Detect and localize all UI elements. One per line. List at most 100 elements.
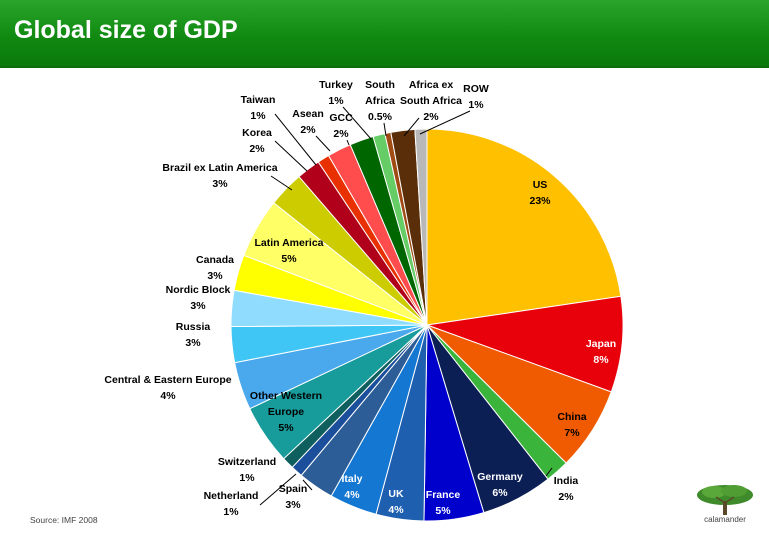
slice-label-brazil-ex-latin-america: Brazil ex Latin America 3% bbox=[162, 162, 277, 190]
slice-name-turkey: Turkey bbox=[319, 79, 353, 91]
slice-name-taiwan: Taiwan bbox=[241, 94, 276, 106]
slice-value-us: 23% bbox=[529, 195, 551, 207]
leader-lines bbox=[259, 106, 553, 506]
slice-label-switzerland: Switzerland 1% bbox=[218, 456, 276, 484]
slice-label-spain: Spain 3% bbox=[279, 483, 308, 511]
slice-label-japan: Japan 8% bbox=[586, 338, 616, 366]
slice-name-canada: Canada bbox=[196, 254, 234, 266]
slice-label-gcc: GCC 2% bbox=[329, 112, 353, 140]
calamander-logo: calamander bbox=[694, 483, 756, 528]
slice-value-taiwan: 1% bbox=[250, 110, 266, 122]
slice-value-row: 1% bbox=[468, 99, 484, 111]
slice-name-row: ROW bbox=[463, 83, 489, 95]
slice-label-russia: Russia 3% bbox=[176, 321, 211, 349]
leader-line-netherland bbox=[259, 473, 297, 506]
slice-name-korea: Korea bbox=[242, 127, 272, 139]
slice-label-taiwan: Taiwan 1% bbox=[241, 94, 276, 122]
leader-line-south-africa bbox=[383, 122, 387, 137]
slice-value-italy: 4% bbox=[344, 489, 360, 501]
slice-name-china: China bbox=[557, 411, 586, 423]
slice-name-russia: Russia bbox=[176, 321, 211, 333]
slice-value-netherland: 1% bbox=[223, 506, 239, 518]
slice-label-netherland: Netherland 1% bbox=[204, 490, 259, 518]
slice-label-south-africa: South Africa 0.5% bbox=[365, 79, 395, 123]
pie-slices bbox=[230, 128, 624, 522]
slice-label-china: China 7% bbox=[557, 411, 586, 439]
leader-line-gcc bbox=[346, 139, 350, 146]
slice-name-japan: Japan bbox=[586, 338, 616, 350]
leader-line-korea bbox=[274, 140, 308, 172]
slice-label-uk: UK 4% bbox=[388, 488, 404, 516]
slice-name-india: India bbox=[554, 475, 579, 487]
leader-line-taiwan bbox=[274, 113, 317, 166]
slice-name-nordic-block: Nordic Block bbox=[166, 284, 231, 296]
slice-label-canada: Canada 3% bbox=[196, 254, 234, 282]
slice-us bbox=[426, 128, 622, 326]
slice-value-asean: 2% bbox=[300, 124, 316, 136]
slice-name-africa-ex-south-africa: South Africa bbox=[400, 95, 462, 107]
slice-name-latin-america: Latin America bbox=[254, 237, 323, 249]
slice-value-france: 5% bbox=[435, 505, 451, 517]
slice-label-us: US 23% bbox=[529, 179, 551, 207]
slice-label-france: France 5% bbox=[426, 489, 461, 517]
slice-name-switzerland: Switzerland bbox=[218, 456, 276, 468]
slice-value-central-eastern-europe: 4% bbox=[160, 390, 176, 402]
slice-label-italy: Italy 4% bbox=[341, 473, 362, 501]
slice-value-nordic-block: 3% bbox=[190, 300, 206, 312]
slice-value-china: 7% bbox=[564, 427, 580, 439]
slice-name-other-western-europe: Europe bbox=[268, 406, 304, 418]
slice-name-south-africa: Africa bbox=[365, 95, 395, 107]
slice-name-italy: Italy bbox=[341, 473, 362, 485]
slice-label-nordic-block: Nordic Block 3% bbox=[166, 284, 231, 312]
slice-name-gcc: GCC bbox=[329, 112, 353, 124]
leader-line-india bbox=[545, 467, 553, 477]
slice-value-uk: 4% bbox=[388, 504, 404, 516]
slice-label-india: India 2% bbox=[554, 475, 579, 503]
leader-line-turkey bbox=[342, 106, 372, 140]
slice-name-netherland: Netherland bbox=[204, 490, 259, 502]
slice-value-other-western-europe: 5% bbox=[278, 422, 294, 434]
slice-value-latin-america: 5% bbox=[281, 253, 297, 265]
slice-label-africa-ex-south-africa: Africa ex South Africa 2% bbox=[400, 79, 462, 123]
slice-value-turkey: 1% bbox=[328, 95, 344, 107]
slice-label-turkey: Turkey 1% bbox=[319, 79, 353, 107]
slice-value-gcc: 2% bbox=[333, 128, 349, 140]
slice-value-korea: 2% bbox=[249, 143, 265, 155]
tree-icon bbox=[697, 485, 753, 515]
slice-value-switzerland: 1% bbox=[239, 472, 255, 484]
logo-text: calamander bbox=[704, 515, 746, 524]
slice-name-us: US bbox=[533, 179, 548, 191]
slice-value-africa-ex-south-africa: 2% bbox=[423, 111, 439, 123]
slice-value-canada: 3% bbox=[207, 270, 223, 282]
slice-name-asean: Asean bbox=[292, 108, 324, 120]
slice-label-germany: Germany 6% bbox=[477, 471, 523, 499]
source-note: Source: IMF 2008 bbox=[30, 515, 98, 525]
slice-name-central-eastern-europe: Central & Eastern Europe bbox=[104, 374, 231, 386]
slice-value-south-africa: 0.5% bbox=[368, 111, 393, 123]
leader-line-africa-ex-south-africa bbox=[403, 117, 420, 137]
slice-value-japan: 8% bbox=[593, 354, 609, 366]
slice-labels: US 23% Japan 8% China 7% India 2% Germany 6% Franc… bbox=[104, 79, 616, 518]
slice-label-asean: Asean 2% bbox=[292, 108, 324, 136]
slice-value-spain: 3% bbox=[285, 499, 301, 511]
slice-label-central-eastern-europe: Central & Eastern Europe 4% bbox=[104, 374, 231, 402]
slice-label-row: ROW 1% bbox=[463, 83, 489, 111]
slice-name-spain: Spain bbox=[279, 483, 308, 495]
leader-line-brazil-ex-latin-america bbox=[270, 175, 293, 191]
slice-label-latin-america: Latin America 5% bbox=[254, 237, 323, 265]
slice-value-brazil-ex-latin-america: 3% bbox=[212, 178, 228, 190]
slice-row bbox=[414, 128, 428, 326]
slice-label-korea: Korea 2% bbox=[242, 127, 272, 155]
title-bar: Global size of GDP bbox=[0, 0, 769, 68]
leader-line-asean bbox=[315, 135, 331, 152]
slice-name-uk: UK bbox=[388, 488, 404, 500]
leader-line-spain bbox=[302, 479, 313, 491]
slice-name-south-africa: South bbox=[365, 79, 395, 91]
slice-label-other-western-europe: Other Western Europe 5% bbox=[250, 390, 322, 434]
slice-name-france: France bbox=[426, 489, 461, 501]
slice-japan bbox=[426, 295, 624, 393]
slice-value-russia: 3% bbox=[185, 337, 201, 349]
slice-name-africa-ex-south-africa: Africa ex bbox=[409, 79, 454, 91]
slice-name-germany: Germany bbox=[477, 471, 523, 483]
slice-value-germany: 6% bbox=[492, 487, 508, 499]
